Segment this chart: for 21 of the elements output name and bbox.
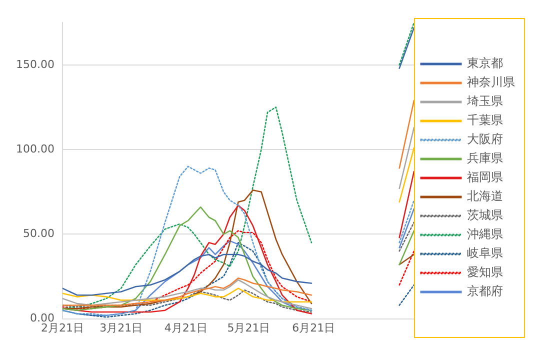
- legend-label: 大阪府: [467, 132, 503, 146]
- legend-label: 福岡県: [467, 170, 503, 184]
- legend-label: 東京都: [467, 56, 503, 70]
- y-tick-label: 150.00: [16, 58, 54, 71]
- x-tick-label: 6月21日: [292, 321, 336, 334]
- x-tick-label: 2月21日: [40, 321, 84, 334]
- legend-label: 岐阜県: [467, 246, 503, 260]
- x-tick-label: 4月21日: [164, 321, 208, 334]
- legend-label: 埼玉県: [466, 94, 503, 108]
- y-tick-label: 50.00: [22, 227, 54, 240]
- legend-label: 沖縄県: [467, 227, 503, 242]
- legend-label: 神奈川県: [467, 75, 515, 90]
- legend-label: 千葉県: [467, 113, 503, 128]
- legend-label: 京都府: [467, 284, 503, 298]
- legend-label: 兵庫県: [467, 151, 503, 166]
- x-tick-label: 5月21日: [227, 321, 270, 334]
- y-tick-label: 100.00: [16, 142, 54, 156]
- x-tick-label: 3月21日: [100, 321, 143, 334]
- legend-label: 愛知県: [467, 265, 503, 280]
- legend-label: 茨城県: [467, 208, 503, 222]
- legend-label: 北海道: [467, 189, 503, 204]
